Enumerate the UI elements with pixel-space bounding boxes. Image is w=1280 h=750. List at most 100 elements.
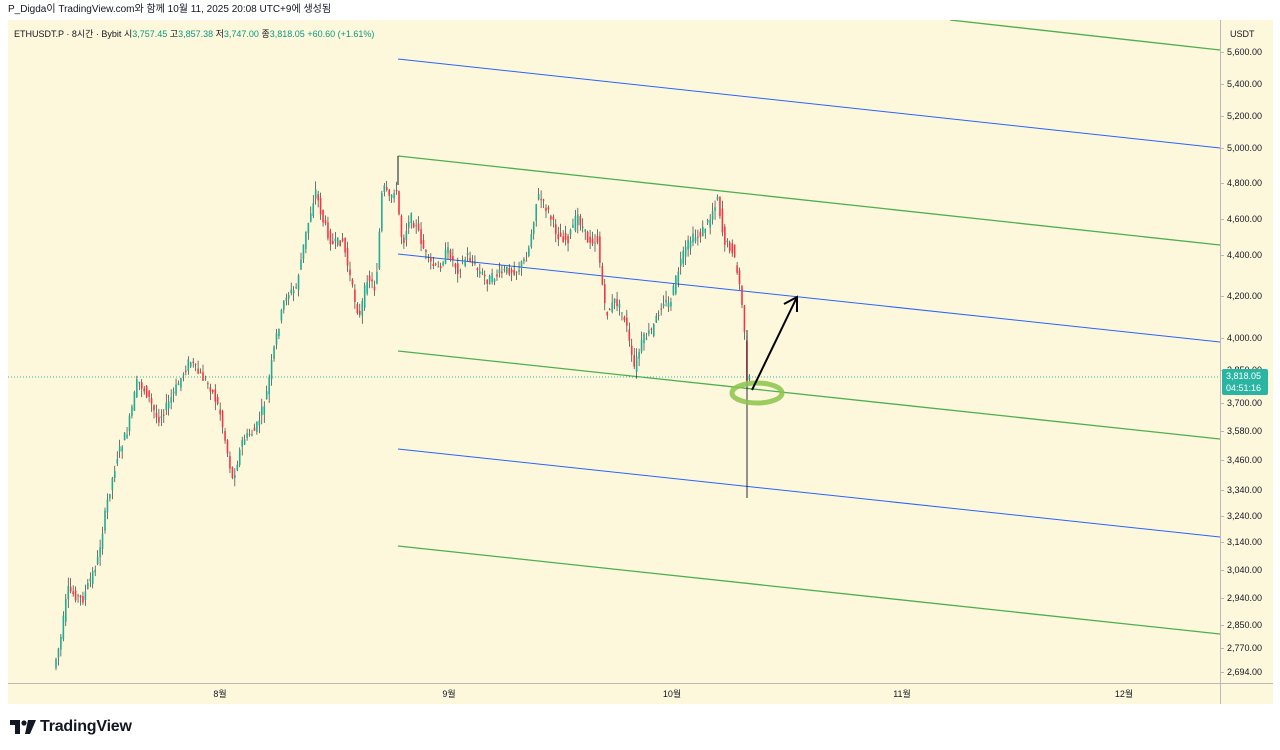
candle-body bbox=[447, 247, 449, 254]
candle-body bbox=[371, 279, 373, 282]
candle-body bbox=[158, 416, 160, 423]
candle-body bbox=[442, 262, 444, 266]
candle-body bbox=[689, 240, 692, 249]
candle-body bbox=[523, 258, 525, 262]
candle-body bbox=[153, 405, 155, 411]
candle-body bbox=[503, 269, 506, 271]
symbol-legend: ETHUSDT.P · 8시간 · Bybit 시3,757.45 고3,857… bbox=[14, 27, 374, 40]
candle-body bbox=[412, 222, 415, 228]
candle-body bbox=[657, 315, 660, 317]
price-tick-label: 4,200.00 bbox=[1227, 291, 1263, 301]
candle-body bbox=[721, 208, 724, 233]
price-tick-label: 3,040.00 bbox=[1227, 565, 1263, 575]
projection-arrow-line bbox=[751, 296, 798, 391]
candle-body bbox=[486, 279, 488, 284]
open-label: 시 bbox=[123, 29, 133, 39]
candle-body bbox=[273, 346, 275, 359]
price-tick-mark bbox=[1220, 570, 1224, 571]
tradingview-logo[interactable]: TradingView bbox=[10, 716, 132, 738]
candle-body bbox=[682, 250, 684, 264]
candle-body bbox=[363, 285, 366, 308]
candle-body bbox=[177, 383, 180, 386]
tradingview-logo-icon bbox=[10, 720, 36, 734]
price-tick-mark bbox=[1220, 672, 1224, 673]
candle-body bbox=[481, 272, 484, 274]
candle-body bbox=[510, 269, 513, 273]
candle-body bbox=[349, 269, 351, 276]
candle-body bbox=[381, 193, 383, 231]
candle-body bbox=[567, 235, 569, 244]
candle-body bbox=[182, 374, 185, 376]
last-price-value: 3,818.05 bbox=[1226, 371, 1262, 381]
price-tick-label: 3,140.00 bbox=[1227, 537, 1263, 547]
candle-body bbox=[439, 265, 442, 269]
price-tick-mark bbox=[1220, 542, 1224, 543]
candle-body bbox=[557, 234, 560, 240]
price-axis[interactable] bbox=[1220, 20, 1273, 683]
candle-body bbox=[263, 406, 266, 415]
candle-body bbox=[410, 213, 413, 224]
candle-body bbox=[229, 456, 231, 469]
time-tick-label: 8월 bbox=[213, 689, 227, 699]
last-price-tag: 3,818.05 04:51:16 bbox=[1222, 369, 1268, 395]
candle-body bbox=[319, 197, 322, 215]
candle-body bbox=[393, 193, 395, 199]
candle-body bbox=[449, 250, 452, 261]
candle-body bbox=[224, 431, 226, 441]
symbol-label[interactable]: ETHUSDT.P · 8시간 · Bybit bbox=[14, 29, 122, 39]
time-axis[interactable] bbox=[8, 683, 1220, 704]
candle-body bbox=[635, 356, 638, 372]
candle-body bbox=[278, 329, 280, 337]
candle-body bbox=[425, 250, 427, 252]
candle-body bbox=[101, 533, 104, 549]
candle-body bbox=[194, 363, 197, 365]
candle-body bbox=[74, 590, 77, 601]
price-tick-label: 2,694.00 bbox=[1227, 667, 1263, 677]
candle-body bbox=[307, 222, 310, 233]
candle-body bbox=[728, 242, 731, 252]
price-tick-mark bbox=[1220, 490, 1224, 491]
price-tick-label: 3,580.00 bbox=[1227, 426, 1263, 436]
candle-body bbox=[731, 243, 733, 254]
candle-body bbox=[653, 324, 655, 336]
candle-body bbox=[265, 391, 268, 400]
candle-body bbox=[327, 222, 329, 239]
candle-body bbox=[574, 215, 577, 231]
candle-body bbox=[596, 235, 599, 243]
candle-body bbox=[155, 412, 158, 418]
candle-body bbox=[675, 276, 677, 294]
candle-body bbox=[160, 416, 163, 418]
candle-body bbox=[606, 312, 609, 316]
candle-body bbox=[697, 236, 699, 238]
candle-body bbox=[292, 290, 295, 294]
candle-body bbox=[444, 249, 447, 264]
candle-body bbox=[285, 297, 288, 301]
candle-body bbox=[67, 585, 70, 600]
price-tick-label: 2,770.00 bbox=[1227, 643, 1263, 653]
candle-body bbox=[430, 257, 432, 262]
candle-body bbox=[733, 244, 736, 258]
candle-body bbox=[189, 362, 192, 367]
price-tick-mark bbox=[1220, 296, 1224, 297]
plot-area[interactable] bbox=[8, 20, 1220, 683]
open-value: 3,757.45 bbox=[132, 29, 168, 39]
candle-body bbox=[57, 648, 60, 658]
candle-body bbox=[341, 238, 344, 242]
candle-body bbox=[258, 420, 261, 426]
candlestick-plot[interactable] bbox=[8, 20, 1220, 683]
currency-label[interactable]: USDT bbox=[1230, 29, 1255, 39]
candle-body bbox=[69, 586, 72, 592]
candle-body bbox=[704, 228, 707, 234]
candle-body bbox=[361, 300, 364, 316]
candle-body bbox=[324, 220, 327, 224]
candle-body bbox=[452, 255, 454, 260]
candle-body bbox=[611, 302, 613, 312]
candle-body bbox=[332, 240, 334, 244]
candle-body bbox=[199, 371, 202, 374]
candle-body bbox=[572, 224, 574, 228]
candle-body bbox=[185, 370, 187, 372]
candle-body bbox=[378, 231, 381, 269]
channel-line-blue bbox=[397, 448, 1220, 538]
candle-body bbox=[513, 269, 515, 275]
candle-body bbox=[564, 232, 567, 240]
